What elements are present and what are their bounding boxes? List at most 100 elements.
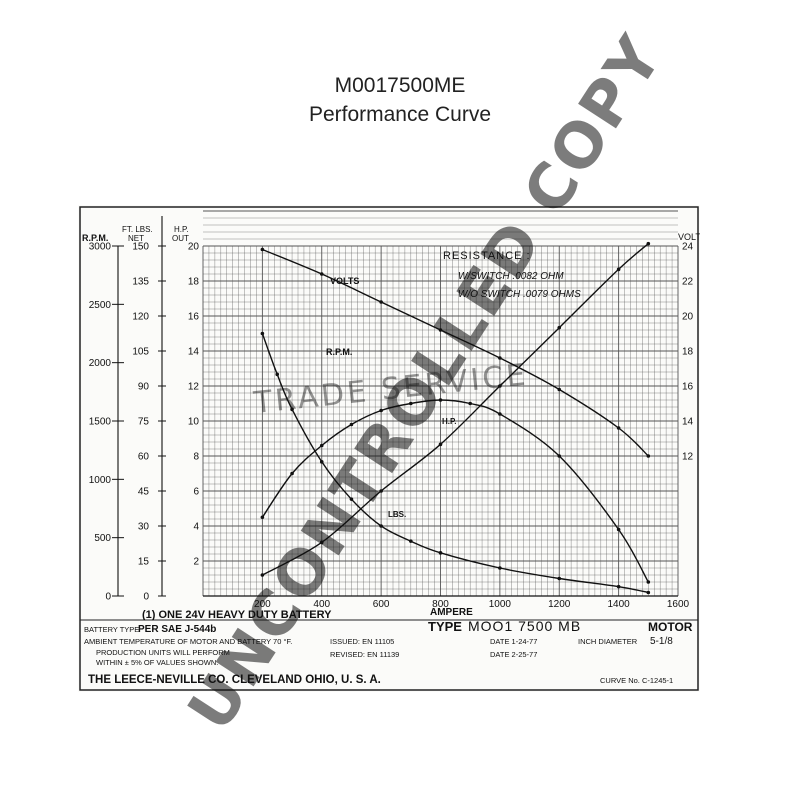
rpm-data-point: [349, 497, 354, 501]
hp-tick-label: 6: [193, 487, 199, 498]
rpm-axis-title: R.P.M.: [82, 233, 108, 243]
inch-diameter-value: 5-1/8: [650, 636, 673, 647]
inch-diameter-label: INCH DIAMETER: [578, 637, 638, 646]
type-value: MOO1 7500 MB: [468, 618, 581, 634]
rpm-tick-label: 2500: [89, 300, 112, 311]
ambient-temperature: AMBIENT TEMPERATURE OF MOTOR AND BATTERY…: [84, 637, 292, 646]
lbs-data-point: [646, 241, 651, 246]
resistance-heading: RESISTANCE :: [443, 250, 531, 262]
battery-line: (1) ONE 24V HEAVY DUTY BATTERY: [142, 609, 332, 621]
x-tick-label: 200: [254, 599, 271, 610]
ft-lbs-tick-label: 150: [132, 242, 149, 253]
production-note-2: WITHIN ± 5% OF VALUES SHOWN.: [96, 658, 218, 667]
type-label: TYPE: [428, 619, 462, 634]
x-tick-label: 1000: [489, 599, 512, 610]
lbs-data-point: [557, 325, 562, 330]
date-revised: DATE 2-25-77: [490, 650, 537, 659]
ft-lbs-tick-label: 105: [132, 347, 149, 358]
hp-axis-subtitle: OUT: [172, 234, 189, 243]
rpm-tick-label: 2000: [89, 358, 112, 369]
lbs-data-point: [498, 384, 502, 388]
hp-data-point: [498, 412, 502, 416]
hp-data-point: [379, 408, 383, 413]
production-note-1: PRODUCTION UNITS WILL PERFORM: [96, 648, 230, 657]
rpm-tick-label: 1000: [89, 475, 112, 486]
volt-tick-label: 14: [682, 417, 694, 428]
rpm-data-point: [379, 524, 383, 528]
volts-data-point: [438, 328, 443, 332]
plot-grid: [202, 175, 679, 597]
volt-tick-label: 18: [682, 347, 694, 358]
volt-tick-label: 24: [682, 242, 694, 253]
issued-number: ISSUED: EN 11105: [330, 637, 394, 646]
volt-tick-label: 12: [682, 452, 694, 463]
volt-tick-label: 16: [682, 382, 694, 393]
rpm-data-point: [275, 372, 280, 377]
ft-lbs-tick-label: 75: [138, 417, 150, 428]
volts-curve-label: VOLTS: [330, 276, 359, 286]
volts-data-point: [616, 426, 621, 430]
hp-data-point: [438, 398, 443, 402]
rpm-curve: [261, 333, 649, 594]
hp-tick-label: 10: [188, 417, 200, 428]
sheet-border: [79, 206, 699, 691]
volt-tick-label: 20: [682, 312, 694, 323]
hp-tick-label: 18: [188, 277, 200, 288]
rpm-tick-label: 500: [94, 533, 111, 544]
hp-tick-label: 8: [193, 452, 199, 463]
ft-lbs-tick-label: 135: [132, 277, 149, 288]
volts-data-point: [498, 356, 502, 360]
rpm-curve-label: R.P.M.: [326, 347, 352, 357]
axes: 3000250020001500100050001501351201059075…: [89, 216, 694, 610]
battery-type-value: PER SAE J-544b: [138, 624, 216, 635]
hp-data-point: [290, 471, 294, 476]
page-title: M0017500ME: [334, 74, 466, 97]
volts-data-point: [319, 272, 324, 276]
rpm-tick-label: 3000: [89, 242, 112, 253]
x-tick-label: 1600: [667, 599, 690, 610]
volt-tick-label: 22: [682, 277, 694, 288]
rpm-tick-label: 0: [105, 592, 111, 603]
resistance-with-switch: W/SWITCH .0082 OHM: [458, 271, 564, 282]
volts-data-point: [379, 300, 383, 304]
rpm-data-point: [260, 331, 265, 336]
hp-tick-label: 4: [193, 522, 199, 533]
ft-lbs-axis-title: FT. LBS.: [122, 225, 153, 234]
volts-curve: [262, 248, 649, 457]
rpm-data-point: [409, 539, 413, 543]
hp-tick-label: 20: [188, 242, 200, 253]
lbs-data-point: [260, 573, 265, 577]
hp-axis-title: H.P.: [174, 225, 189, 234]
lbs-data-point: [438, 442, 443, 447]
hp-tick-label: 12: [188, 382, 200, 393]
page-subtitle: Performance Curve: [308, 103, 492, 126]
motor-label: MOTOR: [648, 620, 693, 634]
curves: [260, 241, 651, 595]
ft-lbs-tick-label: 15: [138, 557, 150, 568]
x-tick-label: 800: [432, 599, 449, 610]
hp-data-point: [409, 401, 413, 406]
resistance-without-switch: W/O SWITCH .0079 OHMS: [458, 289, 581, 300]
volts-data-point: [260, 247, 265, 252]
performance-chart: 3000250020001500100050001501351201059075…: [79, 175, 701, 691]
hp-tick-label: 2: [193, 557, 199, 568]
company-line: THE LEECE-NEVILLE CO. CLEVELAND OHIO, U.…: [88, 674, 381, 686]
ft-lbs-axis-subtitle: NET: [128, 234, 144, 243]
hp-data-point: [646, 580, 651, 584]
x-axis-label: AMPERE: [430, 607, 473, 618]
volts-data-point: [557, 387, 562, 392]
hp-tick-label: 16: [188, 312, 200, 323]
lbs-curve-label: LBS.: [388, 510, 406, 519]
hp-tick-label: 14: [188, 347, 200, 358]
hp-data-point: [557, 454, 562, 458]
x-tick-label: 1400: [608, 599, 631, 610]
x-tick-label: 1200: [548, 599, 571, 610]
hp-data-point: [468, 401, 472, 406]
rpm-tick-label: 1500: [89, 417, 112, 428]
rpm-data-point: [646, 590, 651, 595]
ft-lbs-tick-label: 30: [138, 522, 150, 533]
rpm-data-point: [319, 460, 324, 464]
rpm-data-point: [438, 551, 443, 555]
hp-data-point: [319, 443, 324, 448]
ft-lbs-tick-label: 45: [138, 487, 150, 498]
